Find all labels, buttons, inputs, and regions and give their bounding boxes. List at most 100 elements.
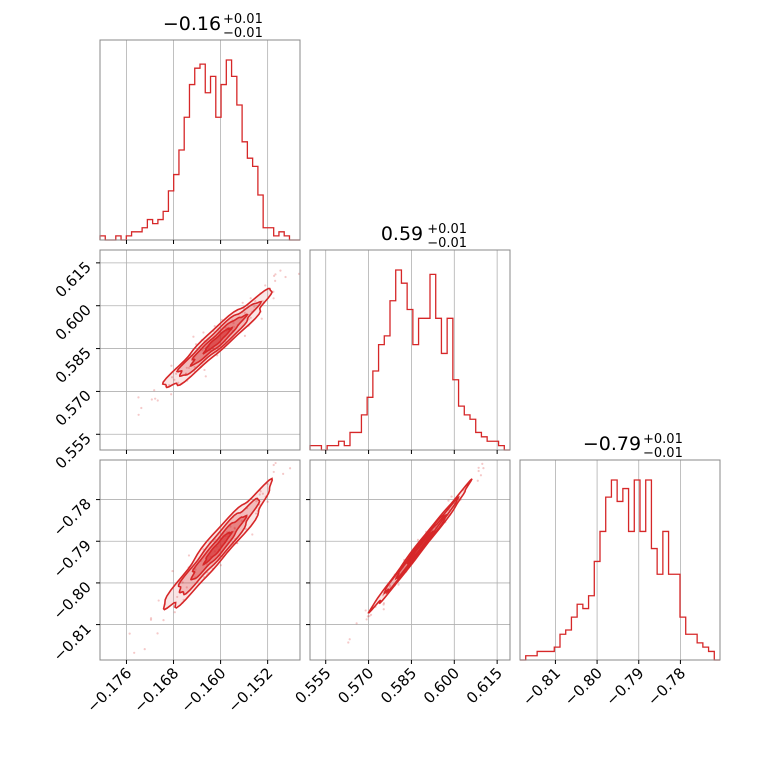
y-tick-label-1-4: 0.615 xyxy=(52,258,95,301)
pair-2-0-point xyxy=(255,500,258,503)
x-tick-label-0-0: −0.176 xyxy=(83,664,135,716)
pair-2-0-point xyxy=(156,632,159,635)
hist-0-frame xyxy=(99,39,301,241)
pair-1-0-point xyxy=(170,376,174,379)
pair-2-0-point xyxy=(143,648,146,651)
pair-1-0-point xyxy=(249,316,252,319)
pair-2-0-point xyxy=(240,519,243,523)
pair-2-0-point xyxy=(173,611,176,614)
pair-1-0-point xyxy=(272,297,275,300)
pair-2-0-point xyxy=(272,470,275,474)
hist-panel-0: −0.16 +0.01−0.01 xyxy=(99,12,301,241)
pair-2-0-content xyxy=(83,461,292,685)
pair-1-0-point xyxy=(274,279,277,283)
x-tick-label-0-3: −0.152 xyxy=(224,664,276,716)
pair-1-0-point xyxy=(156,399,159,402)
x-tick-label-0-2: −0.160 xyxy=(177,664,229,716)
pair-1-0-point xyxy=(202,331,205,334)
pair-1-0-point xyxy=(297,272,300,275)
pair-1-0-frame xyxy=(99,249,301,451)
pair-1-0-point xyxy=(153,389,156,392)
pair-2-1-point xyxy=(498,447,500,449)
pair-1-0-point xyxy=(213,324,216,328)
pair-2-0-point xyxy=(176,595,179,599)
pair-1-0-point xyxy=(249,297,252,300)
pair-1-0-point xyxy=(253,305,256,308)
hist-2-frame xyxy=(519,459,721,661)
pair-2-1-contour-3 xyxy=(406,530,435,565)
pair-2-1-point xyxy=(382,603,385,606)
pair-1-0-point xyxy=(201,348,204,352)
hist-1-title: 0.59 xyxy=(381,223,423,245)
pair-1-0-point xyxy=(140,406,143,410)
pair-1-0-point xyxy=(173,378,176,381)
pair-1-0-point xyxy=(154,397,157,400)
hist-2-steps xyxy=(520,479,720,661)
pair-2-1-point xyxy=(481,462,484,465)
pair-2-0-point xyxy=(157,599,160,602)
pair-2-0-point xyxy=(244,527,248,531)
pair-2-0-point xyxy=(128,632,131,635)
pair-2-1-frame xyxy=(309,459,511,661)
x-tick-label-2-0: −0.81 xyxy=(519,664,564,709)
pair-1-0-point xyxy=(260,317,263,320)
pair-2-1-point xyxy=(479,474,483,477)
pair-1-0-point xyxy=(203,368,206,372)
pair-2-0-point xyxy=(259,490,262,493)
hist-1-frame xyxy=(309,249,511,451)
pair-2-1-point xyxy=(477,469,480,473)
pair-1-0-point xyxy=(272,274,276,277)
pair-1-0-contour-3 xyxy=(202,326,234,355)
hist-panel-1: 0.59 +0.01−0.01 xyxy=(309,222,511,451)
x-tick-label-1-0: 0.555 xyxy=(291,664,334,707)
pair-panel-1-0 xyxy=(99,249,301,451)
pair-1-0-point xyxy=(243,311,246,314)
x-tick-label-2-2: −0.79 xyxy=(602,664,647,709)
pair-2-0-point xyxy=(185,586,188,589)
pair-2-0-point xyxy=(194,568,197,571)
pair-2-0-point xyxy=(232,530,235,533)
pair-1-0-point xyxy=(192,335,195,338)
pair-1-0-point xyxy=(177,381,180,384)
pair-2-0-point xyxy=(181,581,184,584)
pair-2-0-point xyxy=(83,683,85,685)
y-tick-label-2-2: −0.79 xyxy=(50,536,95,581)
x-tick-label-1-4: 0.615 xyxy=(463,664,506,707)
pair-2-1-point xyxy=(364,609,367,612)
pair-2-0-point xyxy=(258,493,261,496)
y-tick-label-1-3: 0.600 xyxy=(52,301,95,344)
y-tick-label-2-0: −0.81 xyxy=(50,620,95,665)
pair-1-0-point xyxy=(284,275,287,279)
y-tick-label-1-2: 0.585 xyxy=(52,344,95,387)
pair-2-0-point xyxy=(149,617,153,620)
pair-2-0-point xyxy=(162,619,165,622)
pair-1-0-point xyxy=(170,393,173,396)
pair-2-1-point xyxy=(382,608,385,611)
pair-2-0-point xyxy=(206,571,209,574)
pair-2-1-point xyxy=(517,423,519,425)
pair-2-1-point xyxy=(416,538,420,541)
hist-panel-2: −0.79 +0.01−0.01 xyxy=(519,432,721,661)
pair-2-1-point xyxy=(515,433,517,435)
pair-1-0-point xyxy=(175,372,178,375)
hist-2-title: −0.79 xyxy=(583,433,641,455)
pair-2-0-point xyxy=(272,463,275,467)
pair-panel-2-0 xyxy=(83,459,301,685)
pair-2-1-content xyxy=(347,423,519,644)
pair-2-0-point xyxy=(274,461,277,465)
pair-2-0-point xyxy=(219,564,222,567)
pair-2-1-point xyxy=(347,641,350,644)
x-tick-label-2-3: −0.78 xyxy=(644,664,689,709)
x-tick-label-1-1: 0.570 xyxy=(334,664,377,707)
pair-1-0-point xyxy=(170,364,173,367)
pair-2-1-point xyxy=(491,446,493,448)
pair-1-0-point xyxy=(204,375,207,378)
pair-2-1-point xyxy=(447,499,450,502)
x-tick-label-1-2: 0.585 xyxy=(377,664,420,707)
pair-2-1-point xyxy=(397,583,400,586)
hist-0-title-plus: +0.01 xyxy=(223,12,263,27)
pair-1-0-content xyxy=(137,269,300,416)
pair-1-0-point xyxy=(232,322,235,325)
hist-1-steps xyxy=(309,269,510,451)
